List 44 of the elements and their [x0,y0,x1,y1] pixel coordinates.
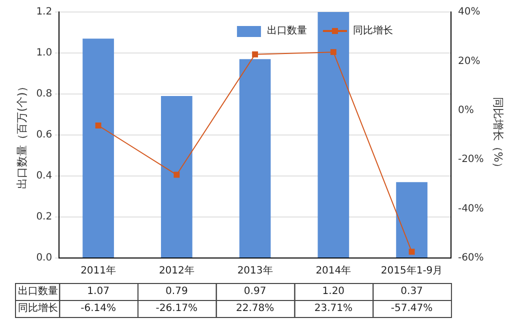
data-label: -57.47% [390,303,433,314]
x-tick-label: 2015年1-9月 [380,264,443,277]
data-label: 0.79 [166,286,188,298]
x-tick-label: 2014年 [316,264,352,277]
y-tick-label: 0.4 [36,170,52,182]
data-label: 1.07 [87,286,110,298]
y-tick-label: 1.2 [36,6,52,18]
x-tick-label: 2013年 [237,264,273,277]
data-label: 1.20 [322,286,345,298]
data-label: -6.14% [80,303,116,314]
point [330,49,336,56]
y-tick-label: 1.0 [36,48,52,59]
x-tick-label: 2011年 [80,264,116,277]
bar [160,96,192,258]
y2-tick-label: -20% [458,154,484,166]
text: 同比增长 [18,303,58,314]
y2-tick-label: -40% [458,203,484,214]
bar [82,38,114,258]
y-axis-title: 出口数量（百万(个)） [15,81,28,189]
data-label: -26.17% [156,303,198,314]
data-label: 22.78% [236,303,274,314]
point [408,248,415,255]
bar [318,12,350,258]
y-tick-label: 0.6 [36,130,52,141]
y2-tick-label: 20% [458,56,480,67]
data-label: 0.37 [400,286,423,298]
legend-label: 同比增长 [352,24,393,37]
point [95,122,102,128]
y-tick-label: 0.2 [36,212,52,223]
bar [396,182,428,258]
data-label: 23.71% [314,303,352,314]
y2-tick-label: 40% [458,6,480,18]
y2-tick-label: -60% [458,252,484,264]
text: 出口数量 [18,286,58,298]
x-tick-label: 2012年 [158,264,194,277]
point [252,51,258,58]
y2-axis-title: 同比增长（%） [492,96,505,174]
point [174,172,180,178]
bar [239,59,271,258]
y2-tick-label: 0% [458,104,474,116]
data-label: 0.97 [244,286,266,298]
legend-label: 出口数量 [266,24,307,37]
y-tick-label: 0.0 [36,252,52,264]
y-tick-label: 0.8 [36,88,52,100]
